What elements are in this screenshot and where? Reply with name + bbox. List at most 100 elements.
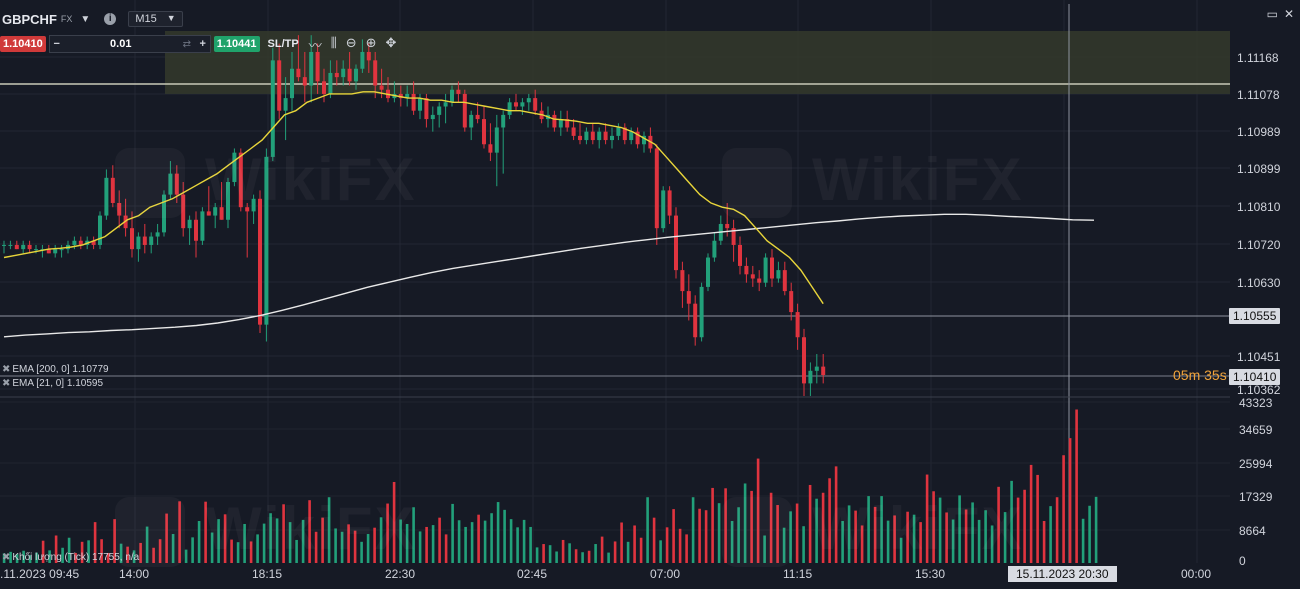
volume-bar (542, 544, 545, 563)
candles-icon[interactable]: ⫼ (330, 34, 337, 50)
chevron-down-icon: ▼ (166, 13, 176, 23)
volume-bar (74, 552, 77, 563)
candle-body (296, 68, 301, 78)
volume-bar (301, 519, 305, 563)
volume-bar (1042, 521, 1046, 563)
timeframe-selector[interactable]: M15 ▼ (128, 11, 183, 27)
candle-body (251, 198, 256, 212)
volume-bar (262, 523, 266, 563)
candle-body (411, 93, 416, 111)
volume-bar (425, 526, 428, 563)
volume-tick: 17329 (1239, 490, 1273, 504)
candle-body (258, 198, 262, 325)
candle-body (482, 119, 486, 145)
volume-bar (561, 539, 565, 563)
volume-label: Khối lượng (Tick) 17755, n/a (12, 552, 140, 563)
minus-icon[interactable]: − (53, 38, 60, 50)
plus-icon[interactable]: + (199, 38, 206, 50)
candle-body (507, 102, 512, 115)
volume-bar (769, 492, 773, 563)
volume-bar (321, 517, 324, 563)
candle-body (552, 114, 557, 128)
price-tick: 1.10720 (1237, 238, 1281, 252)
volume-bar (620, 522, 623, 563)
volume-bar (496, 502, 500, 563)
volume-bar (353, 530, 357, 563)
volume-bar (178, 501, 181, 563)
candle-body (610, 135, 614, 141)
candle-body (712, 240, 717, 258)
symbol-dropdown-icon[interactable]: ▼ (80, 13, 91, 25)
volume-bar (711, 487, 714, 563)
buy-button[interactable]: 1.10441 (213, 36, 260, 52)
minimize-icon[interactable]: ▭ (1266, 7, 1278, 21)
volume-bar (802, 526, 805, 563)
volume-bar (860, 525, 864, 563)
volume-bar (373, 527, 376, 563)
zoom-in-icon[interactable]: ⊕ (365, 34, 377, 50)
candle-body (533, 98, 538, 111)
volume-bar (93, 522, 97, 563)
candle-body (757, 278, 762, 283)
volume-bar (418, 531, 422, 563)
volume-bar (724, 488, 727, 563)
close-icon[interactable]: ✕ (1283, 7, 1294, 21)
candle-body (597, 131, 602, 141)
volume-bar (444, 534, 448, 563)
volume-bar (776, 505, 779, 563)
volume-bar (67, 537, 71, 563)
info-icon[interactable]: i (104, 13, 117, 25)
volume-bar (87, 540, 90, 563)
remove-indicator-icon[interactable]: ✖ (2, 378, 11, 389)
candle-body (808, 370, 813, 384)
candle-body (475, 114, 480, 120)
candle-body (782, 270, 787, 292)
volume-bar (139, 542, 142, 563)
candle-body (8, 244, 13, 246)
candle-body (130, 228, 134, 250)
candle-body (725, 223, 730, 229)
volume-bar (568, 543, 571, 563)
candle-body (98, 215, 102, 245)
volume-bar (327, 497, 331, 563)
sell-button[interactable]: 1.10410 (0, 36, 46, 52)
volume-bar (750, 490, 753, 563)
line-chart-icon[interactable]: 〰 (308, 37, 322, 53)
volume-bar (197, 521, 201, 563)
volume-bar (977, 519, 981, 563)
quantity-input[interactable]: 0.01 (110, 38, 132, 50)
crosshair-time-tag: 15.11.2023 20:30 (1008, 566, 1117, 582)
candle-body (110, 177, 115, 203)
watermark-text: WikiFX (812, 494, 1023, 563)
candle-body (494, 127, 499, 153)
volume-bar (171, 534, 175, 563)
swap-icon[interactable]: ⇄ (182, 38, 191, 50)
volume-bar (821, 492, 825, 563)
symbol-name[interactable]: GBPCHF (2, 11, 57, 27)
candle-body (59, 249, 64, 251)
candle-body (565, 119, 570, 128)
move-icon[interactable]: ✥ (385, 34, 397, 50)
candle-body (738, 244, 742, 266)
candle-body (136, 236, 141, 250)
volume-bar (15, 554, 19, 563)
candle-body (360, 51, 365, 69)
remove-indicator-icon[interactable]: ✖ (2, 552, 11, 563)
volume-bar (815, 498, 818, 563)
volume-bar (275, 518, 279, 563)
volume-bar (932, 491, 935, 563)
remove-indicator-icon[interactable]: ✖ (2, 364, 11, 375)
time-tick: 15:30 (915, 567, 946, 581)
candle-body (2, 244, 6, 246)
candle-body (270, 60, 275, 157)
volume-bar (880, 496, 883, 563)
sltp-button[interactable]: SL/TP (267, 38, 299, 50)
volume-bar (795, 503, 799, 563)
candle-body (245, 207, 250, 212)
time-tick: 18:15 (252, 567, 283, 581)
volume-bar (366, 534, 370, 563)
volume-bar (41, 540, 45, 563)
zoom-out-icon[interactable]: ⊖ (345, 34, 357, 50)
candle-body (213, 207, 218, 216)
